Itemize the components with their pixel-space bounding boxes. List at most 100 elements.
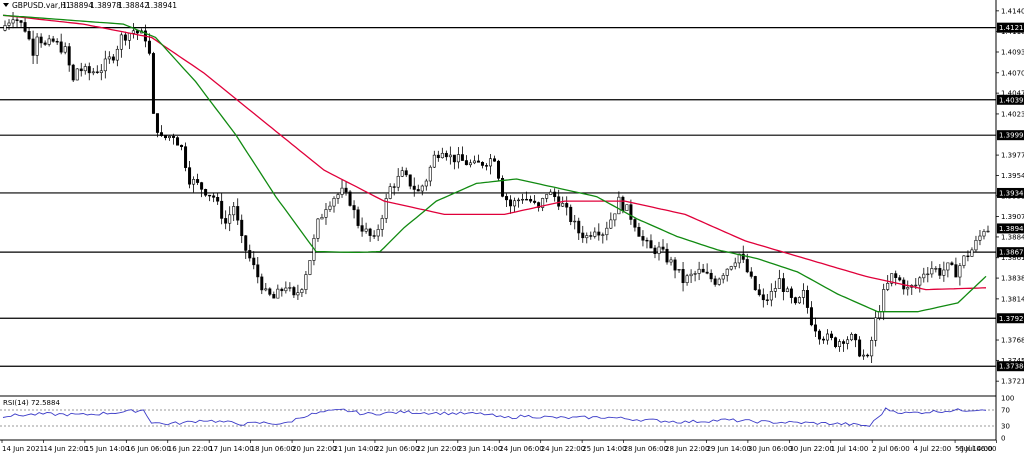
candle-body — [741, 253, 745, 260]
candle-body — [805, 290, 809, 308]
candle-body — [573, 220, 577, 223]
time-axis-label: 4 Jul 22:00 — [914, 445, 952, 453]
candle-body — [781, 278, 785, 292]
candle-body — [432, 154, 436, 168]
candle-body — [701, 268, 705, 273]
price-panel[interactable]: 1.414001.411651.409351.407001.404701.402… — [0, 0, 1024, 396]
candle-body — [103, 58, 107, 72]
candle-body — [753, 276, 757, 291]
level-badge — [997, 130, 1024, 141]
candle-body — [59, 41, 63, 53]
candle-body — [890, 273, 894, 284]
time-axis-label: 2 Jul 06:00 — [872, 445, 910, 453]
level-badge — [997, 247, 1024, 258]
candle-body — [436, 154, 440, 159]
level-badge — [997, 94, 1024, 105]
candle-body — [127, 33, 131, 41]
candle-body — [629, 204, 633, 220]
candle-body — [918, 277, 922, 286]
candle-body — [569, 206, 573, 222]
candle-body — [830, 333, 834, 338]
candle-body — [99, 70, 103, 73]
candle-body — [492, 158, 496, 162]
candle-body — [577, 220, 581, 234]
time-axis-label: 6 Jul 06:00 — [959, 445, 997, 453]
candle-body — [400, 170, 404, 177]
candle-body — [757, 289, 761, 296]
candle-body — [384, 198, 388, 219]
candle-body — [416, 189, 420, 192]
candle-body — [657, 246, 661, 254]
candle-body — [236, 206, 240, 221]
candle-body — [248, 250, 252, 259]
candle-body — [428, 166, 432, 182]
candle-body — [115, 48, 119, 61]
rsi-panel[interactable]: RSI(14) 72.5884 100 70 30 0 — [0, 395, 1014, 443]
candle-body — [693, 273, 697, 275]
candle-body — [448, 154, 452, 158]
candle-body — [725, 268, 729, 276]
candle-body — [525, 198, 529, 201]
candle-body — [264, 288, 268, 291]
candle-body — [224, 218, 228, 224]
candle-body — [35, 36, 39, 56]
candle-body — [176, 137, 180, 146]
candle-body — [549, 191, 553, 195]
time-axis-label: 25 Jun 14:00 — [582, 445, 626, 453]
candle-body — [204, 189, 208, 196]
candle-body — [561, 203, 565, 207]
candle-body — [834, 337, 838, 347]
level-badges: 1.41210 1.40395 1.39995 1.39342 1.38673 1.379… — [997, 22, 1024, 372]
candle-body — [396, 175, 400, 188]
ohlc-close: 1.38941 — [146, 1, 177, 10]
level-badge-label: 1.39995 — [999, 132, 1024, 140]
candle-body — [581, 232, 585, 239]
time-axis-label: 24 Jun 22:00 — [541, 445, 585, 453]
candle-body — [874, 317, 878, 341]
moving-average-slow-line — [2, 14, 987, 291]
candle-body — [67, 46, 71, 66]
candle-body — [372, 235, 376, 237]
candle-body — [151, 53, 155, 114]
candle-body — [926, 273, 930, 276]
candle-body — [733, 262, 737, 267]
candle-body — [75, 68, 79, 81]
level-badge-label: 1.41210 — [999, 24, 1024, 32]
candle-body — [111, 56, 115, 61]
candle-body — [821, 338, 825, 341]
candle-body — [159, 132, 163, 136]
candle-body — [107, 56, 111, 60]
candle-body — [665, 248, 669, 263]
candle-body — [123, 34, 127, 41]
candle-body — [348, 191, 352, 206]
candle-body — [27, 31, 31, 40]
candle-body — [476, 160, 480, 163]
candle-body — [793, 297, 797, 304]
candle-body — [268, 288, 272, 295]
candle-body — [91, 71, 95, 74]
time-axis-label: 24 Jun 06:00 — [499, 445, 543, 453]
candle-body — [858, 339, 862, 357]
candle-body — [23, 22, 27, 32]
candle-body — [3, 25, 7, 31]
dropdown-arrow-icon[interactable] — [3, 3, 9, 7]
rsi-tick-label: 0 — [1001, 435, 1005, 443]
candle-body — [296, 292, 300, 296]
current-price-label: 1.38941 — [999, 225, 1024, 233]
candle-body — [220, 200, 224, 219]
candle-body — [184, 146, 188, 168]
candle-body — [360, 225, 364, 232]
candle-body — [773, 288, 777, 292]
level-badge — [997, 22, 1024, 33]
candle-body — [801, 290, 805, 298]
candle-body — [240, 219, 244, 237]
candle-body — [625, 204, 629, 211]
candle-body — [15, 19, 19, 21]
candle-body — [256, 264, 260, 278]
candle-body — [497, 160, 501, 179]
rsi-label: RSI(14) 72.5884 — [3, 399, 60, 407]
candle-body — [677, 269, 681, 271]
candle-body — [633, 219, 637, 228]
